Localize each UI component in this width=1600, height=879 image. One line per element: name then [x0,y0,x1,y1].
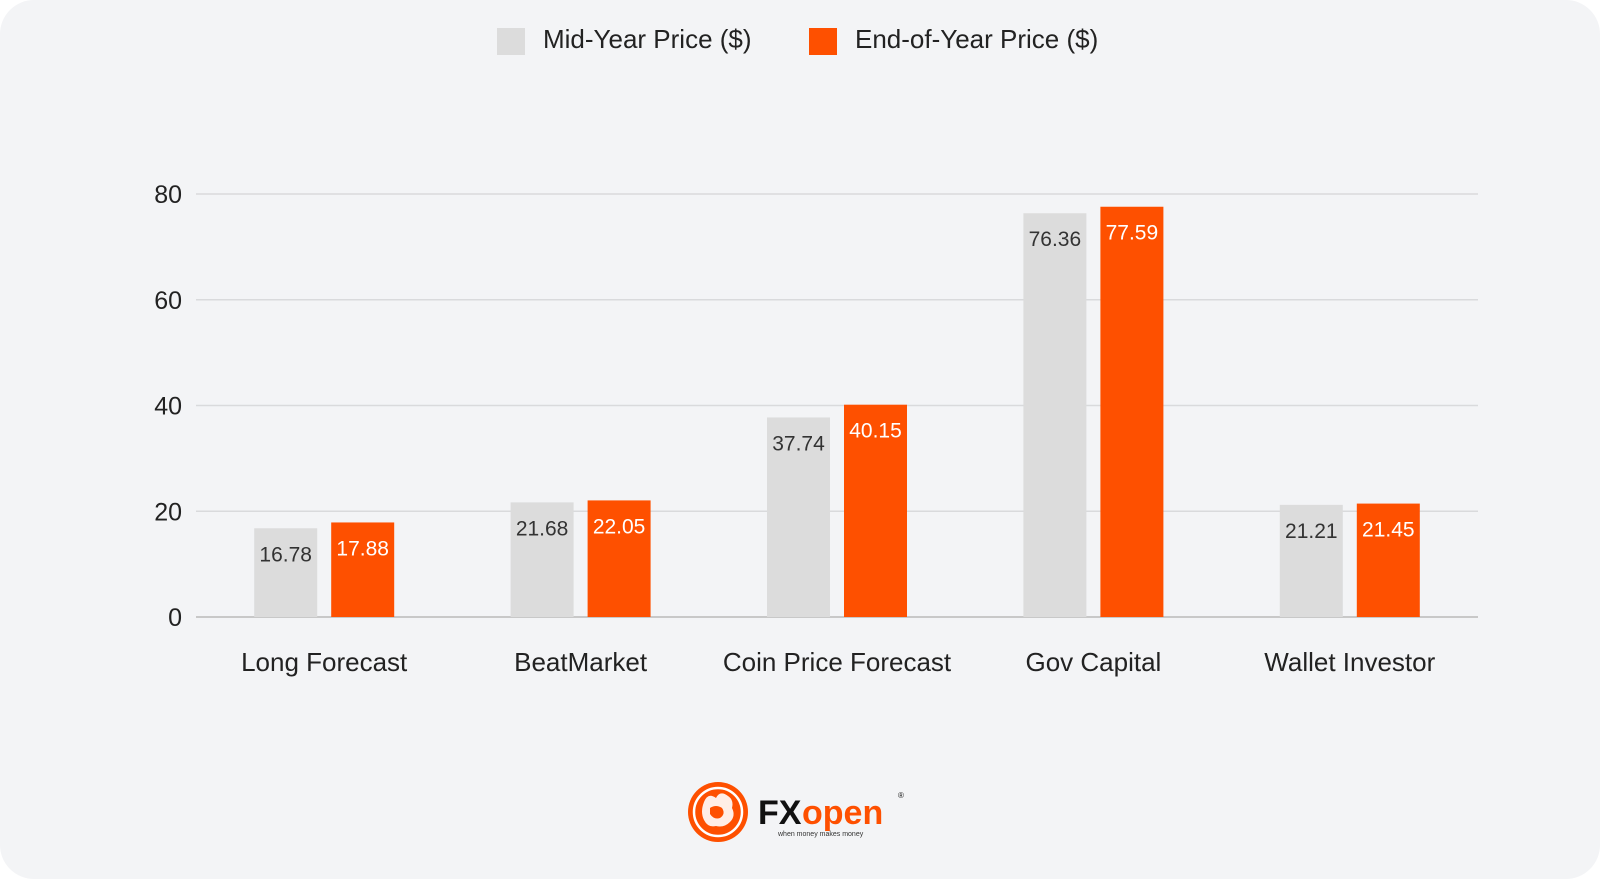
bar-mid-year [767,417,830,617]
x-category-label: Coin Price Forecast [723,647,952,677]
data-label-mid-year: 21.68 [516,517,569,540]
bar-end-of-year [844,404,907,617]
x-category-label: Gov Capital [1025,647,1161,677]
bar-mid-year [1279,504,1343,617]
logo-wordmark-fx: FX [758,794,802,832]
data-label-end-of-year: 17.88 [336,537,389,560]
y-tick-label: 40 [154,393,182,421]
x-category-label: Wallet Investor [1264,647,1435,677]
data-label-end-of-year: 40.15 [849,420,902,443]
fxopen-logo: FX open ® when money makes money [688,782,904,842]
bar-mid-year [1023,213,1087,617]
bar-end-of-year [1356,503,1420,617]
logo-tagline: when money makes money [777,831,864,838]
legend-swatch-end-of-year [809,28,837,55]
data-label-mid-year: 37.74 [772,432,825,455]
data-label-end-of-year: 22.05 [593,515,646,538]
bar-end-of-year [587,500,651,617]
data-label-mid-year: 21.21 [1285,520,1338,543]
registered-mark: ® [898,791,904,800]
y-tick-label: 60 [154,287,182,315]
legend-label-end-of-year: End-of-Year Price ($) [855,24,1099,54]
y-tick-label: 80 [154,181,182,209]
x-category-label: Long Forecast [241,647,408,677]
bar-mid-year [254,528,318,617]
bar-mid-year [510,502,574,617]
legend: Mid-Year Price ($) End-of-Year Price ($) [0,22,1600,58]
legend-label-mid-year: Mid-Year Price ($) [543,24,752,54]
data-label-mid-year: 76.36 [1029,228,1082,251]
logo-wordmark-open: open [802,794,883,832]
bar-end-of-year [1100,206,1164,618]
x-category-label: BeatMarket [514,647,648,677]
data-label-mid-year: 16.78 [259,543,312,566]
data-label-end-of-year: 21.45 [1362,519,1415,542]
data-label-end-of-year: 77.59 [1106,222,1159,245]
bull-icon [688,782,748,842]
y-tick-label: 20 [154,498,182,526]
legend-swatch-mid-year [497,28,525,55]
y-tick-label: 0 [168,604,182,632]
bar-end-of-year [331,522,395,617]
